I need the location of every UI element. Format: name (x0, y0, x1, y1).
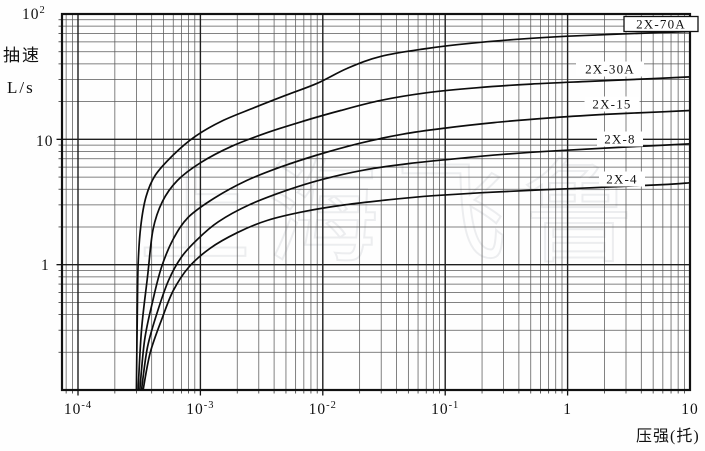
x-tick-label: 10-3 (186, 400, 214, 418)
plot-border (60, 12, 692, 392)
curve-label-box-2x-4 (599, 171, 645, 187)
x-tick-label: 10-2 (309, 400, 337, 418)
watermark-text: 上海飞鲁 (139, 153, 651, 277)
curve-labels: 2X-70A 2X-30A 2X-15 2X-8 2X-4 (576, 15, 699, 187)
x-tick-label: 10-4 (64, 400, 92, 418)
curve-2x-8 (140, 143, 690, 390)
curve-2x-30a (137, 76, 690, 390)
grid-lines (62, 14, 690, 390)
y-tick-label: 102 (22, 5, 46, 23)
pump-curves (135, 30, 690, 390)
curve-label-2x-15: 2X-15 (592, 97, 631, 112)
curve-label-2x-70a: 2X-70A (636, 17, 686, 32)
y-axis-unit-label: L/s (7, 78, 35, 97)
x-tick-label: 10 (681, 401, 699, 418)
curve-2x-70a (135, 30, 690, 390)
curve-label-2x-30a: 2X-30A (585, 62, 635, 77)
curve-2x-4 (142, 181, 690, 390)
curve-label-2x-4: 2X-4 (606, 172, 638, 187)
x-axis-title: 压强(托) (636, 427, 700, 445)
y-tick-label: 1 (41, 257, 50, 274)
curve-label-box-2x-8 (597, 131, 643, 147)
curve-label-box-2x-70a (623, 15, 699, 33)
x-tick-label: 10-1 (431, 400, 459, 418)
curve-2x-15 (138, 109, 690, 390)
axis-tick-labels: 10-4 10-3 10-2 10-1 1 10 102 10 1 (22, 5, 699, 418)
curve-label-box-2x-15 (584, 96, 640, 112)
curve-label-box-2x-30a (576, 61, 644, 77)
x-tick-label: 1 (563, 401, 572, 418)
y-tick-label: 10 (36, 133, 54, 150)
y-axis-title: 抽速 (3, 46, 41, 65)
curve-label-2x-8: 2X-8 (604, 132, 636, 147)
